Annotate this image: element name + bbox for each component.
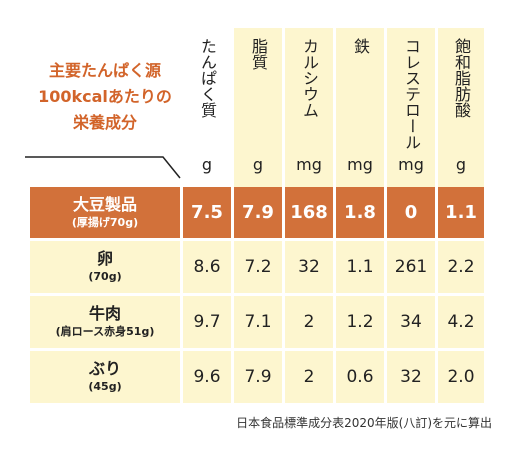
row-name: ぶり — [88, 359, 121, 378]
column-label: 鉄 — [351, 38, 370, 54]
cell-value: 2 — [303, 367, 315, 387]
table-row: 牛肉 (肩ロース赤身51g) 9.7 7.1 2 1.2 34 4.2 — [30, 296, 484, 348]
cell-value: 168 — [290, 202, 328, 223]
table-row: 大豆製品 (厚揚げ70g) 7.5 7.9 168 1.8 0 1.1 — [30, 187, 484, 238]
cell-value: 2.2 — [447, 257, 475, 277]
table-cell: 9.6 — [183, 351, 231, 403]
row-name-cell: 卵 (70g) — [30, 241, 180, 293]
table-cell: 2 — [285, 351, 333, 403]
table-cell: 7.9 — [234, 351, 282, 403]
cell-value: 0 — [404, 202, 418, 223]
cell-value: 1.1 — [445, 202, 477, 223]
title-line: 栄養成分 — [72, 113, 137, 132]
row-name: 牛肉 — [88, 304, 121, 323]
table-cell: 2.2 — [438, 241, 484, 293]
column-label: たんぱく質 — [198, 38, 217, 118]
cell-value: 7.5 — [191, 202, 223, 223]
table-cell: 261 — [387, 241, 435, 293]
table-cell: 7.9 — [234, 187, 282, 238]
cell-value: 1.1 — [346, 257, 374, 277]
table-cell: 32 — [285, 241, 333, 293]
cell-value: 9.6 — [193, 367, 221, 387]
row-name: 大豆製品 — [72, 194, 137, 214]
cell-value: 4.2 — [447, 312, 475, 332]
table-cell: 32 — [387, 351, 435, 403]
table-cell: 1.1 — [438, 187, 484, 238]
cell-value: 7.9 — [244, 367, 272, 387]
column-header: コレステロール mg — [387, 28, 435, 187]
cell-value: 1.2 — [346, 312, 374, 332]
column-header: 鉄 mg — [336, 28, 384, 187]
column-label: 飽和脂肪酸 — [452, 38, 471, 118]
column-header: 飽和脂肪酸 g — [438, 28, 484, 187]
table-cell: 1.2 — [336, 296, 384, 348]
table-cell: 4.2 — [438, 296, 484, 348]
table-cell: 9.7 — [183, 296, 231, 348]
column-unit: mg — [296, 155, 322, 174]
cell-value: 0.6 — [346, 367, 374, 387]
table-cell: 2 — [285, 296, 333, 348]
column-unit: mg — [398, 155, 424, 174]
row-name-cell: 大豆製品 (厚揚げ70g) — [30, 187, 180, 238]
table-cell: 0.6 — [336, 351, 384, 403]
cell-value: 261 — [394, 257, 428, 277]
column-bg — [285, 28, 333, 187]
table-cell: 7.5 — [183, 187, 231, 238]
cell-value: 1.8 — [344, 202, 376, 223]
cell-value: 9.7 — [193, 312, 221, 332]
cell-value: 2.0 — [447, 367, 475, 387]
column-label: カルシウム — [300, 38, 319, 118]
column-bg — [438, 28, 484, 187]
cell-value: 32 — [298, 257, 320, 277]
column-label: コレステロール — [402, 38, 421, 150]
column-bg — [336, 28, 384, 187]
column-unit: g — [455, 155, 467, 174]
column-header: カルシウム mg — [285, 28, 333, 187]
cell-value: 2 — [303, 312, 315, 332]
row-subname: (肩ロース赤身51g) — [55, 325, 155, 338]
column-unit: mg — [347, 155, 373, 174]
column-header: たんぱく質 g — [183, 28, 231, 187]
row-name-cell: ぶり (45g) — [30, 351, 180, 403]
column-unit: g — [252, 155, 264, 174]
table-cell: 1.1 — [336, 241, 384, 293]
row-name: 卵 — [96, 249, 113, 268]
row-name-cell: 牛肉 (肩ロース赤身51g) — [30, 296, 180, 348]
table-cell: 168 — [285, 187, 333, 238]
table-cell: 7.2 — [234, 241, 282, 293]
source-note: 日本食品標準成分表2020年版(八訂)を元に算出 — [236, 416, 492, 430]
column-header: 脂質 g — [234, 28, 282, 187]
table-cell: 1.8 — [336, 187, 384, 238]
cell-value: 7.9 — [242, 202, 274, 223]
table-cell: 7.1 — [234, 296, 282, 348]
column-bg — [387, 28, 435, 187]
column-unit: g — [201, 155, 213, 174]
table-title: 主要たんぱく源 100kcalあたりの 栄養成分 — [20, 58, 190, 136]
cell-value: 7.2 — [244, 257, 272, 277]
table-cell: 34 — [387, 296, 435, 348]
table-cell: 0 — [387, 187, 435, 238]
column-label: 脂質 — [249, 38, 268, 70]
cell-value: 8.6 — [193, 257, 221, 277]
nutrition-table: たんぱく質 g 脂質 g カルシウム mg 鉄 mg コレステロール mg 飽和… — [30, 28, 484, 403]
table-row: 卵 (70g) 8.6 7.2 32 1.1 261 2.2 — [30, 241, 484, 293]
cell-value: 7.1 — [244, 312, 272, 332]
cell-value: 34 — [400, 312, 422, 332]
title-line: 主要たんぱく源 — [48, 61, 161, 80]
table-row: ぶり (45g) 9.6 7.9 2 0.6 32 2.0 — [30, 351, 484, 403]
table-cell: 8.6 — [183, 241, 231, 293]
table-cell: 2.0 — [438, 351, 484, 403]
row-subname: (45g) — [88, 380, 122, 393]
title-line: 100kcalあたりの — [38, 87, 172, 106]
row-subname: (70g) — [88, 270, 122, 283]
cell-value: 32 — [400, 367, 422, 387]
column-bg — [234, 28, 282, 187]
row-subname: (厚揚げ70g) — [71, 215, 139, 229]
